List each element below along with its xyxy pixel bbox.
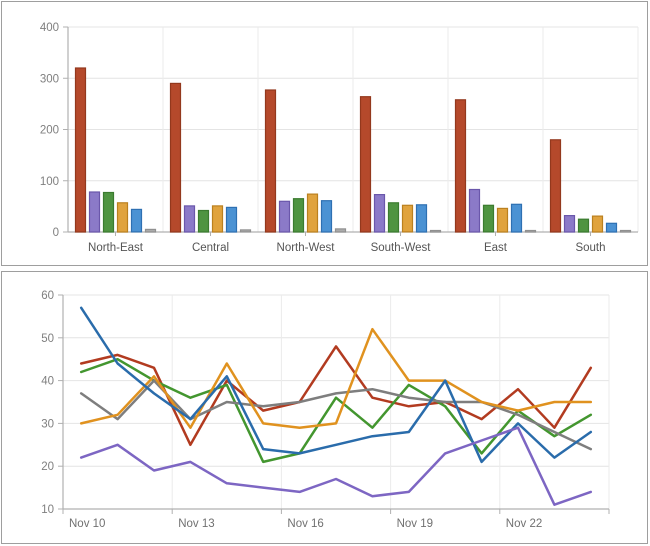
bar-rust-red-bars-South-West (359, 96, 372, 233)
bar-orange-bars-South-West (401, 204, 414, 233)
bar-blue-bars-South-West (415, 204, 428, 233)
category-label: North-West (277, 242, 336, 254)
bar-blue-bars-East (510, 203, 523, 233)
bar-blue-bars-North-East (130, 208, 143, 233)
bar-orange-bars-South (591, 215, 604, 233)
x-tick-label: Nov 13 (178, 518, 214, 530)
line-chart: 10 20 30 40 50 60 Nov 10 Nov 13 Nov 16 Nov 19 Nov … (41, 290, 610, 530)
bar-purple-bars-North-East (88, 191, 101, 233)
y-tick-label: 50 (41, 333, 54, 345)
category-label: South-West (371, 242, 432, 254)
bar-green-bars-South (577, 218, 590, 233)
blue-line (79, 306, 593, 464)
y-tick-label: 30 (41, 418, 54, 430)
category-label: Central (192, 242, 229, 254)
bar-green-bars-East (482, 204, 495, 233)
y-tick-label: 200 (40, 125, 59, 137)
y-tick-label: 10 (41, 504, 54, 516)
bar-gray-bars-South (619, 229, 632, 233)
green-line (79, 357, 593, 464)
bar-green-bars-North-West (292, 198, 305, 233)
bar-orange-bars-Central (211, 205, 224, 233)
orange-line (79, 327, 593, 429)
bar-chart-panel: 0 100 200 300 400 North-East Central North-West… (1, 1, 648, 266)
bar-orange-bars-East (496, 207, 509, 233)
bar-orange-bars-North-East (116, 202, 129, 233)
y-tick-label: 60 (41, 290, 54, 302)
bar-gray-bars-Central (239, 229, 252, 233)
bar-gray-bars-East (524, 229, 537, 233)
bar-rust-red-bars-Central (169, 82, 182, 233)
bar-rust-red-bars-North-East (74, 67, 87, 233)
bar-chart: 0 100 200 300 400 North-East Central North-West… (40, 22, 639, 254)
x-tick-label: Nov 10 (69, 518, 105, 530)
category-label: South (575, 242, 605, 254)
bar-rust-red-bars-East (454, 99, 467, 233)
category-label: East (484, 242, 508, 254)
bar-gray-bars-South-West (429, 229, 442, 233)
bar-rust-red-bars-South (549, 139, 562, 233)
x-tick-label: Nov 16 (287, 518, 323, 530)
bar-purple-bars-South (563, 215, 576, 233)
y-tick-label: 20 (41, 461, 54, 473)
bar-purple-bars-South-West (373, 194, 386, 233)
bar-gray-bars-North-West (334, 228, 347, 233)
bar-purple-bars-Central (183, 205, 196, 233)
y-tick-label: 100 (40, 176, 59, 188)
purple-line (79, 426, 593, 506)
y-tick-label: 40 (41, 376, 54, 388)
bar-orange-bars-North-West (306, 193, 319, 233)
bar-green-bars-North-East (102, 191, 115, 233)
bar-blue-bars-North-West (320, 200, 333, 233)
bar-blue-bars-Central (225, 206, 238, 233)
category-label: North-East (88, 242, 144, 254)
bar-purple-bars-East (468, 188, 481, 233)
bar-purple-bars-North-West (278, 200, 291, 233)
y-tick-label: 0 (53, 227, 59, 239)
x-tick-label: Nov 19 (397, 518, 433, 530)
bar-green-bars-Central (197, 209, 210, 233)
line-chart-panel: 10 20 30 40 50 60 Nov 10 Nov 13 Nov 16 Nov 19 Nov … (1, 271, 648, 544)
x-tick-label: Nov 22 (506, 518, 542, 530)
bar-rust-red-bars-North-West (264, 89, 277, 233)
y-tick-label: 400 (40, 22, 59, 34)
bar-blue-bars-South (605, 222, 618, 233)
bar-green-bars-South-West (387, 202, 400, 233)
bar-gray-bars-North-East (144, 228, 157, 233)
y-tick-label: 300 (40, 73, 59, 85)
